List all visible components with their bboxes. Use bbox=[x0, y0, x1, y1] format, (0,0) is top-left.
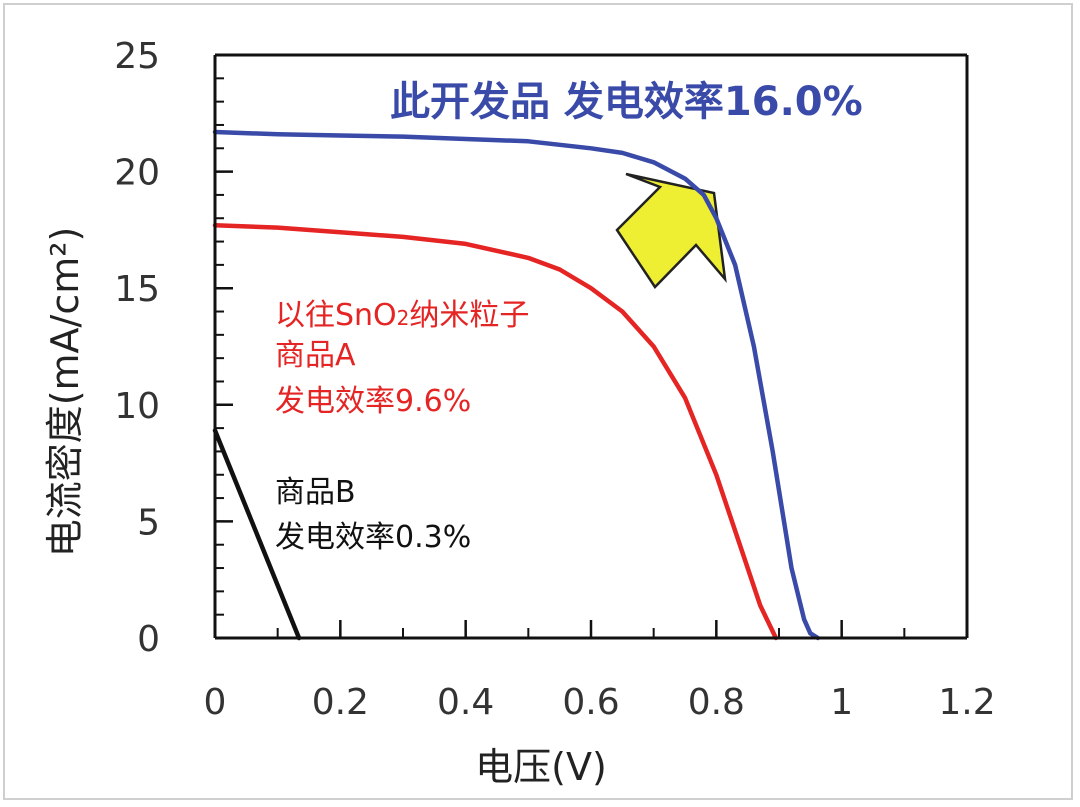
x-tick-label: 1 bbox=[830, 682, 853, 723]
chart-frame bbox=[3, 3, 1073, 800]
x-tick-label: 0 bbox=[204, 682, 227, 723]
annotation-a-line1-start: 以往SnO bbox=[275, 298, 397, 333]
annotation-a-subscript: 2 bbox=[397, 306, 410, 330]
x-tick-label: 0.6 bbox=[562, 682, 619, 723]
y-tick-label: 0 bbox=[137, 619, 160, 660]
annotation-a-line1: 以往SnO2纳米粒子 bbox=[275, 298, 529, 333]
y-tick-label: 25 bbox=[114, 36, 160, 77]
x-tick-label: 0.2 bbox=[312, 682, 369, 723]
x-tick-label: 0.4 bbox=[437, 682, 494, 723]
annotation-a-line1-rest: 纳米粒子 bbox=[409, 298, 529, 333]
annotation-b-line2: 发电效率0.3% bbox=[275, 520, 471, 555]
y-tick-label: 5 bbox=[137, 502, 160, 543]
series-line-2 bbox=[212, 222, 779, 641]
y-tick-label: 15 bbox=[114, 269, 160, 310]
x-tick-label: 0.8 bbox=[688, 682, 745, 723]
annotation-b-line1: 商品B bbox=[275, 475, 356, 510]
y-tick-label: 20 bbox=[114, 153, 160, 194]
x-axis-title: 电压(V) bbox=[475, 745, 607, 789]
series-line-3 bbox=[212, 428, 302, 641]
y-axis-title: 电流密度(mA/cm²) bbox=[43, 227, 87, 558]
annotation-dev-efficiency: 此开发品 发电效率16.0% bbox=[390, 79, 863, 125]
annotation-a-line3: 发电效率9.6% bbox=[275, 384, 471, 419]
x-tick-label: 1.2 bbox=[938, 682, 995, 723]
annotation-a-line2: 商品A bbox=[275, 338, 356, 373]
y-tick-label: 10 bbox=[114, 386, 160, 427]
improvement-arrow-icon bbox=[615, 172, 727, 289]
series-line-1 bbox=[212, 129, 821, 641]
